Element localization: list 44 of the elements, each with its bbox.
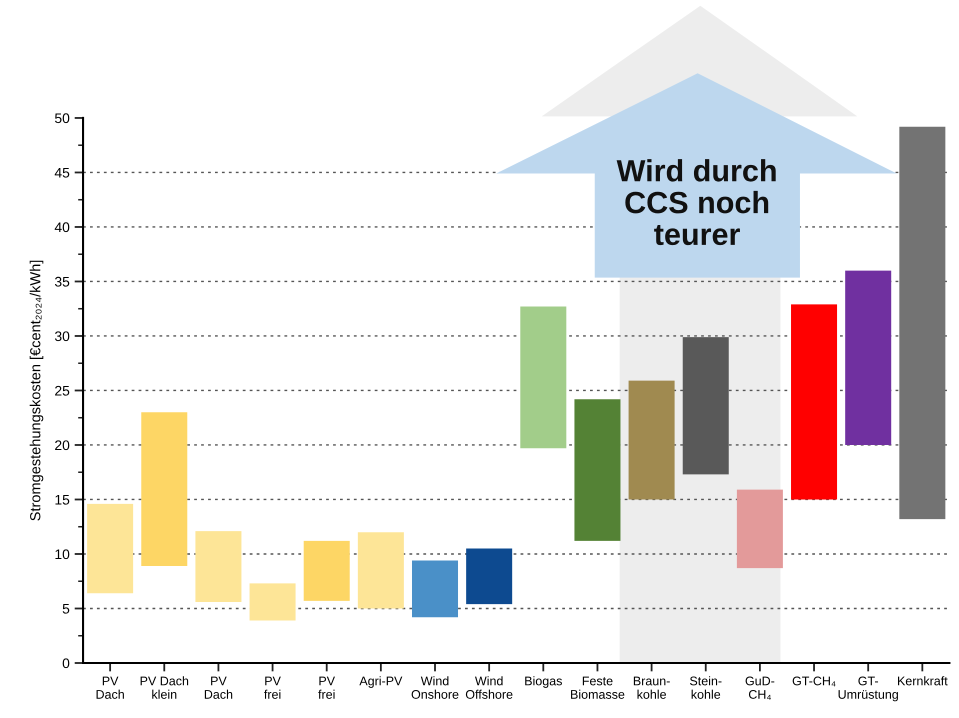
- bar: [736, 490, 783, 568]
- bar: [791, 304, 838, 500]
- bar: [466, 548, 512, 604]
- x-tick-label: PV Dach klein: [140, 676, 188, 699]
- x-tick-label: Kernkraft: [898, 676, 948, 686]
- x-tick-label: Stein- kohle: [690, 676, 722, 699]
- bar: [574, 399, 620, 541]
- y-tick-label: 40: [54, 222, 70, 232]
- y-tick-label: 15: [55, 494, 70, 505]
- y-tick-label: 20: [55, 440, 70, 450]
- x-tick-label: Biogas: [525, 676, 562, 688]
- y-tick-label: 45: [54, 168, 70, 178]
- bar: [358, 532, 404, 608]
- bar: [628, 380, 675, 500]
- x-tick-label: Wind Onshore: [412, 676, 458, 699]
- x-tick-label: GT- Umrüstung: [838, 676, 898, 702]
- x-tick-label: Agri-PV: [359, 676, 402, 688]
- y-tick-label: 10: [55, 549, 70, 560]
- x-tick-label: PV Dach: [96, 676, 124, 699]
- bar: [899, 126, 946, 520]
- bar: [87, 504, 134, 594]
- y-tick-label: 50: [54, 113, 70, 124]
- bar: [520, 306, 566, 448]
- x-tick-label: PV frei: [318, 676, 335, 699]
- x-tick-label: GT-CH₄: [792, 676, 836, 686]
- x-tick-label: Wind Offshore: [466, 676, 512, 699]
- bar: [845, 270, 892, 445]
- x-tick-label: GuD- CH₄: [746, 676, 774, 700]
- x-tick-label: PV frei: [264, 676, 281, 699]
- x-tick-label: Feste Biomasse: [571, 676, 624, 699]
- bar: [195, 531, 242, 602]
- bar: [412, 560, 458, 618]
- y-tick-label: 0: [62, 658, 70, 668]
- annotation: Wird durch CCS noch teurer: [616, 159, 776, 246]
- bar: [141, 412, 188, 566]
- x-tick-label: Braun- kohle: [634, 676, 670, 699]
- bar: [250, 583, 296, 620]
- y-axis-title: Stromgestehungskosten [€cent₂₀₂₄/kWh]: [30, 260, 44, 521]
- x-tick-label: PV Dach: [204, 676, 232, 699]
- y-tick-label: 35: [54, 276, 70, 287]
- y-tick-label: 5: [62, 604, 70, 614]
- y-tick-label: 30: [54, 331, 70, 342]
- y-tick-label: 25: [55, 386, 70, 396]
- bar: [304, 540, 350, 601]
